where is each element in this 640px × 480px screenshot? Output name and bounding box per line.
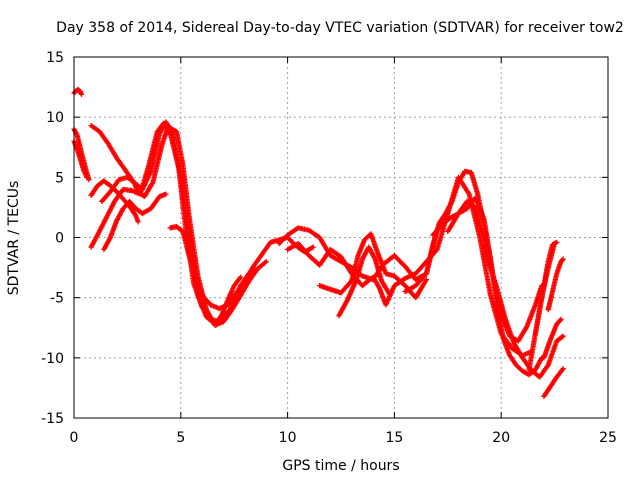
y-tick-label: -5 [50, 291, 64, 307]
x-tick-label: 20 [492, 430, 510, 446]
series-arc-11 [285, 174, 534, 359]
data-point [310, 244, 316, 250]
data-point [423, 277, 430, 283]
series-arc-9 [167, 224, 316, 312]
x-tick-label: 0 [70, 430, 79, 446]
data-point [135, 219, 141, 225]
data-point [552, 240, 558, 247]
data-point [560, 366, 566, 372]
y-axis-label: SDTVAR / TECUs [6, 181, 22, 296]
axis-ticks: 0 5 10 15 20 25 -15 -10 -5 0 5 10 15 [41, 50, 617, 446]
series-arc-13 [336, 244, 393, 319]
y-tick-label: 15 [46, 50, 64, 66]
y-tick-label: 0 [55, 231, 64, 247]
x-tick-label: 25 [599, 430, 617, 446]
series-arc-4 [88, 178, 141, 225]
series-arc-5 [88, 119, 244, 327]
y-tick-label: 10 [46, 110, 64, 126]
data-point [163, 191, 169, 197]
series-arc-20 [545, 256, 566, 313]
data-points [71, 86, 566, 399]
data-point [84, 174, 90, 180]
series-arc-12 [317, 231, 430, 301]
series-arc-21 [541, 366, 566, 399]
y-tick-label: 5 [55, 170, 64, 186]
x-axis-label: GPS time / hours [282, 458, 399, 474]
y-tick-label: -15 [41, 411, 64, 427]
y-tick-label: -10 [41, 351, 64, 367]
data-point [557, 317, 563, 323]
series-arc-18 [532, 240, 558, 337]
data-point [238, 274, 244, 280]
data-point [559, 257, 566, 263]
chart-title: Day 358 of 2014, Sidereal Day-to-day VTE… [56, 20, 624, 36]
data-point [558, 316, 564, 322]
grid-lines [74, 57, 608, 418]
data-point [78, 91, 85, 97]
data-point [263, 258, 269, 265]
data-point [560, 333, 566, 339]
data-point [387, 292, 393, 298]
series-arc-16 [445, 198, 566, 380]
series-arc-7 [101, 191, 169, 253]
series-arc-1 [71, 86, 85, 97]
data-point [560, 256, 566, 262]
x-tick-label: 15 [385, 430, 403, 446]
x-tick-label: 5 [176, 430, 185, 446]
data-point [559, 334, 565, 340]
series-arc-8 [99, 124, 269, 328]
series-arc-19 [541, 316, 564, 361]
x-tick-label: 10 [279, 430, 297, 446]
